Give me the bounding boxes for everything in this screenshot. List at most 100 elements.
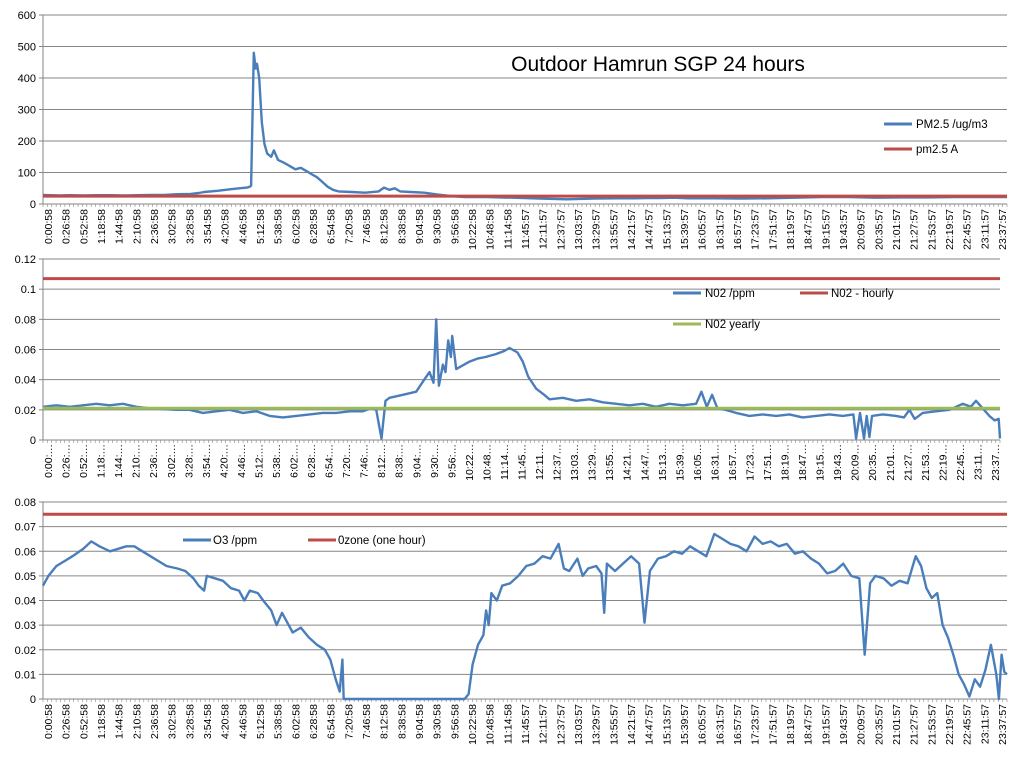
x-tick-label: 1:18:58 xyxy=(96,209,108,244)
x-tick-label: 14:47… xyxy=(639,444,651,481)
x-tick-label: 12:37:57 xyxy=(555,209,567,250)
x-tick-label: 2:36:58 xyxy=(149,209,161,244)
y-tick-label: 0.05 xyxy=(15,571,36,583)
x-tick-label: 13:55:57 xyxy=(608,209,620,250)
x-tick-label: 16:05:57 xyxy=(697,209,709,250)
x-tick-label: 18:19:57 xyxy=(785,704,797,745)
y-tick-label: 0.08 xyxy=(15,314,36,326)
x-tick-label: 8:38:58 xyxy=(396,704,408,739)
x-tick-label: 22:19… xyxy=(937,444,949,481)
x-tick-label: 18:47:57 xyxy=(803,704,815,745)
x-tick-label: 9:30:… xyxy=(429,444,441,478)
y-tick-label: 0 xyxy=(30,435,36,447)
x-tick-label: 17:51:57 xyxy=(767,704,779,745)
series-line-n02-ppm xyxy=(42,318,1002,440)
x-tick-label: 3:54:58 xyxy=(202,704,214,739)
x-tick-label: 6:54:… xyxy=(324,444,336,478)
x-tick-label: 0:26:58 xyxy=(61,209,73,244)
x-tick-label: 23:11… xyxy=(972,444,984,480)
x-tick-label: 1:18:58 xyxy=(96,704,108,739)
y-tick-label: 0.08 xyxy=(15,497,36,509)
y-tick-label: 600 xyxy=(18,10,36,22)
x-tick-label: 22:45:57 xyxy=(962,209,974,250)
x-tick-label: 10:22:58 xyxy=(467,704,479,745)
x-tick-label: 3:02:58 xyxy=(167,704,179,739)
x-tick-label: 18:47… xyxy=(797,444,809,481)
legend-label: PM2.5 /ug/m3 xyxy=(916,119,988,131)
x-tick-label: 9:30:58 xyxy=(432,704,444,739)
x-tick-label: 19:43… xyxy=(832,444,844,481)
x-tick-label: 21:27… xyxy=(902,444,914,481)
x-tick-label: 1:18:… xyxy=(96,444,108,478)
x-tick-label: 0:00:… xyxy=(43,444,55,478)
x-tick-label: 17:23:57 xyxy=(750,704,762,745)
x-tick-label: 7:46:58 xyxy=(361,704,373,739)
x-tick-label: 14:21:57 xyxy=(626,704,638,745)
y-tick-label: 0 xyxy=(30,199,36,211)
x-tick-label: 22:19:57 xyxy=(944,704,956,745)
x-tick-label: 3:28:58 xyxy=(184,209,196,244)
x-tick-label: 14:47:57 xyxy=(644,209,656,250)
x-tick-label: 16:05:57 xyxy=(697,704,709,745)
x-tick-label: 9:04:58 xyxy=(414,704,426,739)
x-tick-label: 0:52:58 xyxy=(78,704,90,739)
x-tick-label: 23:37… xyxy=(990,444,1002,481)
y-tick-label: 0.02 xyxy=(15,405,36,417)
x-tick-label: 2:10:58 xyxy=(131,209,143,244)
x-tick-label: 17:51… xyxy=(762,444,774,481)
x-tick-label: 7:20:58 xyxy=(343,704,355,739)
x-tick-label: 4:20:58 xyxy=(220,209,232,244)
x-tick-label: 23:37:57 xyxy=(997,209,1009,250)
x-tick-label: 6:28:58 xyxy=(308,209,320,244)
y-tick-label: 0.06 xyxy=(15,546,36,558)
x-tick-label: 13:29:57 xyxy=(591,209,603,250)
x-tick-label: 22:45… xyxy=(955,444,967,481)
x-tick-label: 19:15:57 xyxy=(820,704,832,745)
x-tick-label: 4:46:58 xyxy=(237,704,249,739)
x-tick-label: 7:20:58 xyxy=(343,209,355,244)
x-tick-label: 1:44:58 xyxy=(114,209,126,244)
x-tick-label: 18:47:57 xyxy=(803,209,815,250)
x-tick-label: 11:45… xyxy=(517,444,529,480)
x-tick-label: 0:26:… xyxy=(61,444,73,478)
x-tick-label: 16:05… xyxy=(692,444,704,481)
x-tick-label: 14:21:57 xyxy=(626,209,638,250)
x-tick-label: 15:13… xyxy=(657,444,669,481)
y-tick-label: 0.12 xyxy=(15,254,36,266)
x-tick-label: 21:01… xyxy=(885,444,897,481)
x-tick-label: 15:39:57 xyxy=(679,704,691,745)
x-tick-label: 12:37… xyxy=(552,444,564,481)
x-tick-label: 21:53… xyxy=(920,444,932,481)
x-tick-label: 10:22:58 xyxy=(467,209,479,250)
x-tick-label: 17:23… xyxy=(744,444,756,481)
x-tick-label: 15:39:57 xyxy=(679,209,691,250)
x-tick-label: 21:27:57 xyxy=(909,704,921,745)
x-tick-label: 20:09:57 xyxy=(856,209,868,250)
x-tick-label: 4:46:… xyxy=(236,444,248,478)
x-tick-label: 3:54:58 xyxy=(202,209,214,244)
x-tick-label: 9:04:58 xyxy=(414,209,426,244)
x-tick-label: 21:53:57 xyxy=(926,704,938,745)
x-tick-label: 19:15:57 xyxy=(820,209,832,250)
x-tick-label: 11:14… xyxy=(499,444,511,480)
x-tick-label: 13:29… xyxy=(587,444,599,481)
x-tick-label: 3:28:58 xyxy=(184,704,196,739)
x-tick-label: 1:44:58 xyxy=(114,704,126,739)
x-tick-label: 8:12:… xyxy=(376,444,388,478)
y-tick-label: 0.04 xyxy=(15,596,36,608)
x-tick-label: 10:48… xyxy=(481,444,493,481)
x-tick-label: 23:37:57 xyxy=(997,704,1009,745)
x-tick-label: 4:46:58 xyxy=(237,209,249,244)
x-tick-label: 23:11:57 xyxy=(979,209,991,249)
x-tick-label: 17:51:57 xyxy=(767,209,779,250)
x-tick-label: 23:11:57 xyxy=(979,704,991,744)
x-tick-label: 16:31:57 xyxy=(714,704,726,745)
x-tick-label: 5:38:… xyxy=(271,444,283,478)
x-tick-label: 16:31:57 xyxy=(714,209,726,250)
x-tick-label: 1:44:… xyxy=(113,444,125,478)
x-tick-label: 16:57:57 xyxy=(732,704,744,745)
x-tick-label: 20:35:57 xyxy=(873,704,885,745)
x-tick-label: 6:02:… xyxy=(289,444,301,478)
y-tick-label: 0.1 xyxy=(21,284,36,296)
